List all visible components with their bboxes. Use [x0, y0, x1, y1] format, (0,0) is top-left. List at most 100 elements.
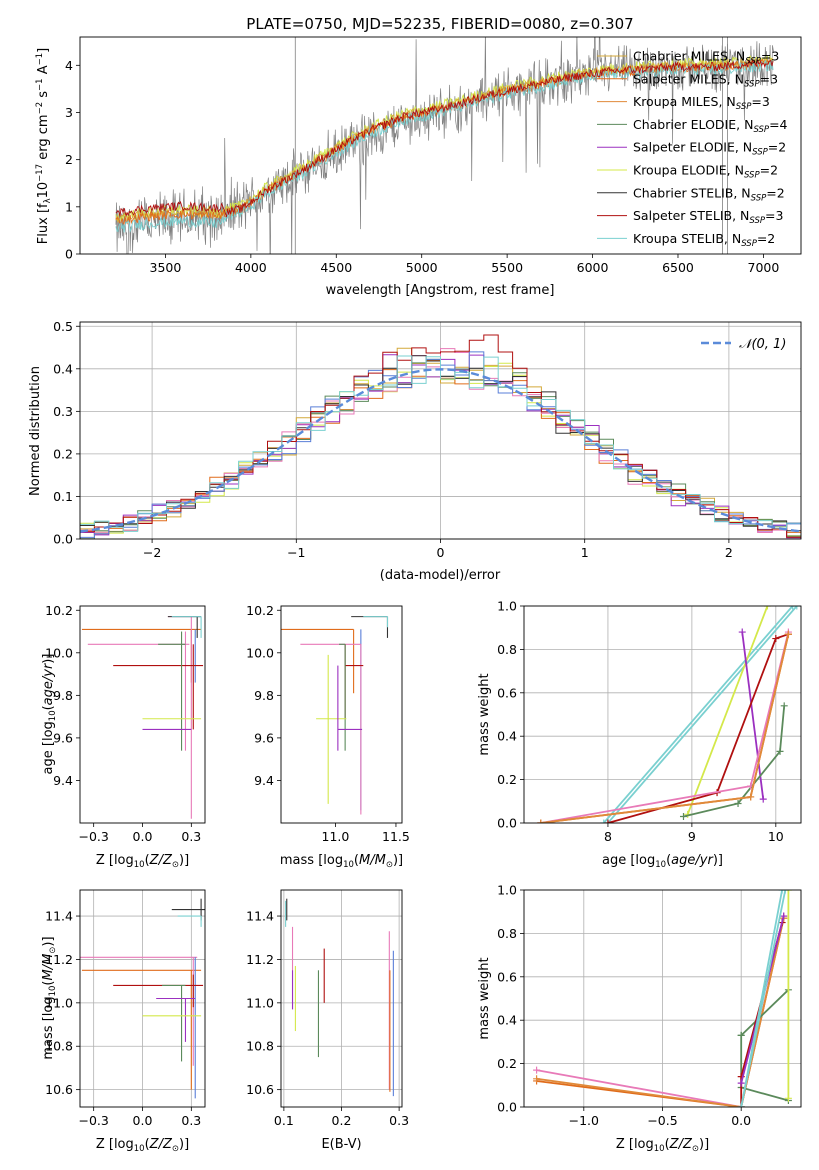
- weight-marker: [533, 1075, 541, 1083]
- error-bar-point: [339, 643, 346, 751]
- text-part: )]: [179, 1137, 189, 1152]
- axes-frame: [523, 605, 802, 824]
- weight-marker: [747, 793, 755, 801]
- weight-marker: [780, 702, 788, 710]
- legend-text: Salpeter MILES, N: [633, 71, 744, 86]
- text-part: (: [41, 705, 56, 710]
- text-part: age [log: [41, 721, 56, 774]
- text-part: )]: [713, 853, 723, 868]
- text-part: (: [666, 853, 671, 868]
- x-tick-label: 0.1: [274, 1113, 294, 1128]
- y-tick-label: 10.0: [246, 645, 274, 660]
- y-tick-label: 9.8: [53, 688, 73, 703]
- weight-marker: [737, 1079, 745, 1087]
- text-part: (: [41, 980, 56, 985]
- weight-marker: [763, 606, 771, 610]
- y-tick-label: 0.6: [497, 685, 517, 700]
- y-tick-label: 1.0: [497, 883, 517, 898]
- y-tick-label: 0.5: [53, 319, 73, 334]
- legend-entry: Chabrier MILES, NSSP=3: [633, 49, 779, 67]
- legend-sub: SSP: [744, 171, 760, 181]
- legend-sub: SSP: [745, 57, 761, 67]
- text-part: 10: [654, 1144, 665, 1154]
- legend-entry: Chabrier ELODIE, NSSP=4: [633, 117, 788, 135]
- legend-sub: SSP: [749, 216, 765, 226]
- spectrum-model-line: [115, 59, 774, 233]
- legend-text: Kroupa MILES, N: [633, 94, 736, 109]
- text-part: E(B-V): [321, 1137, 361, 1152]
- y-tick-label: 11.4: [45, 909, 73, 924]
- plot-area: [285, 898, 394, 1097]
- legend-tail: =3: [751, 94, 769, 109]
- text-part: Flux [f: [36, 203, 51, 244]
- y-tick-label: 11.4: [246, 909, 274, 924]
- text-part: 10: [134, 1144, 145, 1154]
- weight-line: [603, 606, 794, 823]
- legend-entry: Chabrier STELIB, NSSP=2: [633, 185, 785, 203]
- error-bar-point: [81, 628, 202, 683]
- plot-area: [80, 334, 801, 539]
- weight-line: [740, 989, 790, 1037]
- plot-area: [533, 890, 792, 1107]
- x-tick-label: 0.0: [731, 1113, 751, 1128]
- y-tick-label: 9.6: [53, 730, 73, 745]
- x-axis-label: Z [log10(Z/Z⊙)]: [96, 853, 189, 870]
- y-tick-label: 0.2: [497, 772, 517, 787]
- y-tick-label: 11.2: [45, 952, 73, 967]
- x-tick-label: 0.3: [389, 1113, 409, 1128]
- x-tick-label: 3500: [150, 260, 182, 275]
- weight-line: [536, 918, 785, 1107]
- weight-marker: [738, 628, 746, 636]
- legend-sub: SSP: [752, 148, 768, 158]
- x-tick-label: −0.3: [78, 829, 108, 844]
- x-tick-label: 4000: [235, 260, 267, 275]
- x-tick-label: 0.2: [332, 1113, 352, 1128]
- plot-area: [81, 616, 204, 819]
- x-axis-label: Z [log10(Z/Z⊙)]: [616, 1137, 709, 1154]
- y-tick-label: 0.4: [497, 729, 517, 744]
- text-part: (: [665, 1137, 670, 1152]
- legend-entry: Kroupa ELODIE, NSSP=2: [633, 163, 778, 181]
- text-part: Z [log: [616, 1137, 654, 1152]
- plot-area: [80, 898, 205, 1099]
- legend-sub: SSP: [744, 79, 760, 89]
- panel-mass_vs_ebv: 0.1 0.2 0.3 10.6 10.8 11.0 11.2 11.4 E(B-V): [246, 889, 409, 1152]
- error-bar-point: [177, 915, 202, 927]
- legend-entry: Salpeter STELIB, NSSP=3: [633, 208, 783, 226]
- text-part: Z/Z: [149, 1137, 173, 1152]
- error-bar-point: [363, 616, 389, 628]
- y-tick-label: 10.8: [45, 1039, 73, 1054]
- weight-marker: [776, 747, 784, 755]
- figure-title: PLATE=0750, MJD=52235, FIBERID=0080, z=0…: [246, 15, 633, 33]
- y-tick-label: 10.2: [45, 603, 73, 618]
- text-part: A: [36, 65, 51, 78]
- legend-entry: Kroupa STELIB, NSSP=2: [633, 231, 775, 249]
- weight-marker: [784, 630, 792, 638]
- y-axis-label: mass weight: [477, 673, 492, 755]
- x-tick-label: 0: [437, 545, 445, 560]
- y-tick-label: 0.2: [53, 446, 73, 461]
- error-bar-point: [171, 898, 205, 921]
- weight-marker: [600, 819, 608, 823]
- error-bar-point: [316, 654, 347, 804]
- weight-line: [741, 631, 765, 800]
- panel-residuals: −2 −1 0 1 2 0.0 0.1 0.2 0.3 0.4 0.5 (data-model)/er…: [28, 319, 802, 583]
- panel-mass_vs_Z: −0.3 0.0 0.310.610.811.011.211.4Z [log10(Z…: [41, 889, 206, 1154]
- y-tick-label: 4: [65, 58, 73, 73]
- legend-entry: Salpeter ELODIE, NSSP=2: [633, 140, 786, 158]
- legend-tail: =2: [757, 231, 775, 246]
- y-tick-label: 2: [65, 152, 73, 167]
- plot-area: [115, 37, 775, 254]
- x-tick-label: 5000: [406, 260, 438, 275]
- weight-marker: [772, 635, 780, 643]
- weight-marker: [780, 912, 788, 920]
- weight-line: [540, 633, 790, 823]
- text-part: (: [145, 1137, 150, 1152]
- text-part: ⊙: [386, 860, 393, 870]
- weight-line: [683, 705, 786, 818]
- plot-area: [537, 606, 801, 823]
- weight-marker: [778, 890, 786, 894]
